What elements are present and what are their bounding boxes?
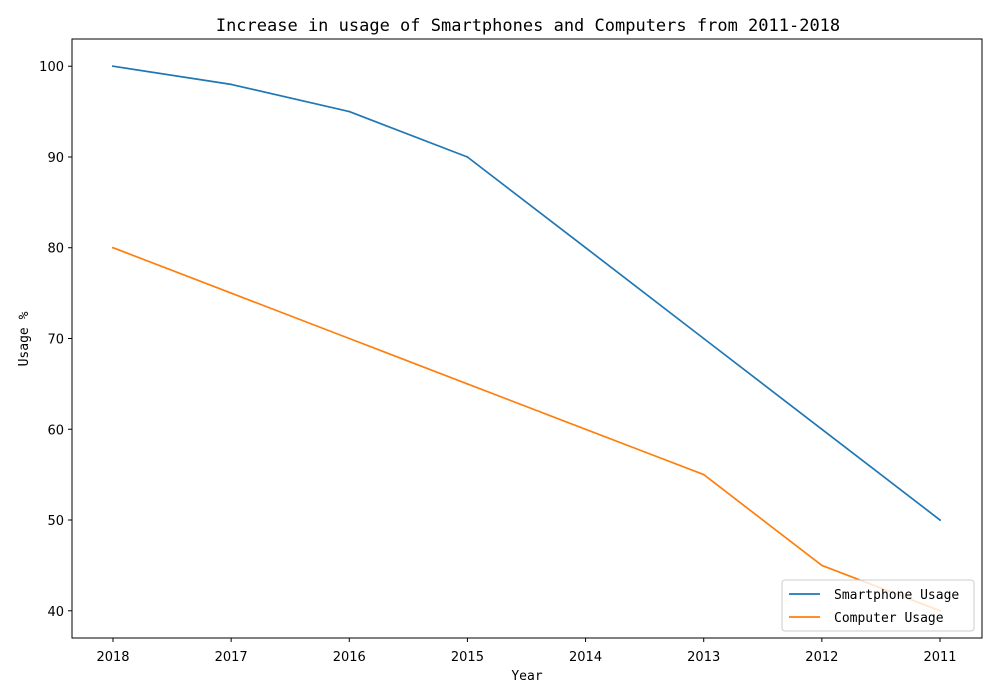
legend-label: Smartphone Usage: [834, 588, 959, 603]
data-point: [230, 292, 233, 295]
data-point: [820, 564, 823, 567]
y-tick-label: 60: [47, 423, 64, 438]
y-axis: 40 50 60 70 80 90 100: [39, 60, 72, 620]
y-tick-label: 40: [47, 605, 64, 620]
legend-label: Computer Usage: [834, 611, 944, 626]
y-tick-label: 100: [39, 60, 64, 75]
data-point: [939, 519, 941, 521]
data-point: [112, 65, 114, 68]
data-point: [230, 83, 233, 86]
data-point: [820, 428, 823, 431]
plot-area: [111, 65, 942, 612]
legend-box: [781, 579, 975, 632]
data-point: [348, 110, 351, 113]
x-axis-label: Year: [511, 669, 542, 684]
y-tick-label: 90: [47, 151, 64, 166]
data-point: [702, 473, 705, 476]
x-tick-label: 2013: [687, 650, 720, 665]
data-point: [702, 337, 705, 340]
data-point: [584, 428, 587, 431]
plot-frame: [71, 38, 983, 639]
data-point: [348, 337, 351, 340]
legend: Smartphone Usage Computer Usage: [781, 579, 975, 632]
x-tick-label: 2012: [805, 650, 838, 665]
x-tick-label: 2016: [333, 650, 366, 665]
chart-title: Increase in usage of Smartphones and Com…: [216, 16, 840, 36]
data-point: [112, 246, 114, 249]
data-point: [466, 382, 469, 385]
y-axis-label: Usage %: [17, 311, 32, 366]
x-tick-label: 2011: [923, 650, 956, 665]
y-tick-label: 70: [47, 333, 64, 348]
y-tick-label: 80: [47, 242, 64, 257]
y-tick-label: 50: [47, 514, 64, 529]
data-point: [466, 156, 469, 158]
series-line-smartphone: [112, 65, 942, 522]
data-point: [584, 246, 587, 249]
series-line-computer: [111, 246, 942, 612]
x-tick-label: 2017: [215, 650, 248, 665]
x-tick-label: 2015: [451, 650, 484, 665]
x-tick-label: 2018: [96, 650, 129, 665]
x-axis: 2018 2017 2016 2015 2014 2013 2012 2011: [96, 638, 957, 665]
x-tick-label: 2014: [569, 650, 602, 665]
